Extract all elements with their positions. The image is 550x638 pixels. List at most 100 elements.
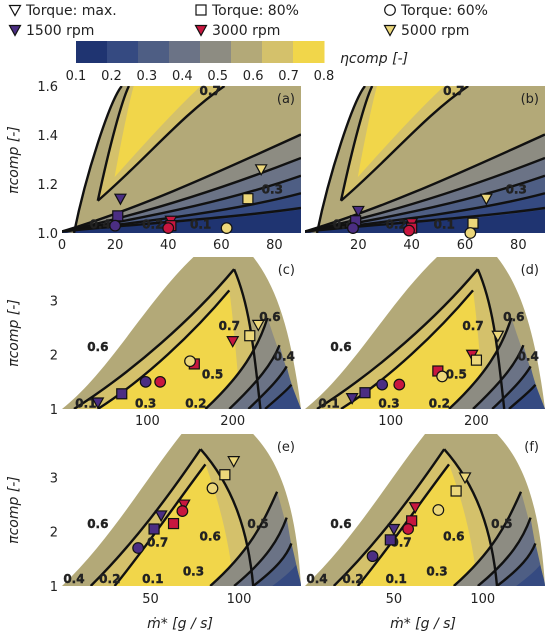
contour-band xyxy=(265,384,301,409)
contour-label: 0.7 xyxy=(462,319,483,333)
y-tick-label: 1.0 xyxy=(37,227,58,242)
colorbar-segment xyxy=(293,41,325,63)
contour-line xyxy=(228,344,281,409)
data-point xyxy=(464,227,477,239)
colorbar-tick-label: 0.6 xyxy=(243,69,264,84)
data-point xyxy=(154,375,167,388)
contour-label: 0.5 xyxy=(491,517,512,531)
colorbar-segment xyxy=(107,41,139,63)
contour-line xyxy=(252,542,293,586)
data-point xyxy=(148,523,160,535)
colorbar-tick-label: 0.1 xyxy=(66,69,87,84)
contour-label: 0.6 xyxy=(259,310,280,324)
data-point xyxy=(206,482,219,495)
panel-letter: (b) xyxy=(521,92,539,107)
panel-a: 0.7 0.3 0.4 0.2 0.1 (a) 1.0 1.2 1.4 1.6 0 20 40 60 80 xyxy=(37,80,301,253)
contour-line xyxy=(62,174,301,233)
contour-label: 0.3 xyxy=(378,396,399,410)
colorbar-label: ηcomp [-] xyxy=(340,51,408,67)
x-tick-label: 80 xyxy=(266,238,283,253)
contour-line xyxy=(97,86,226,202)
contour-band xyxy=(357,464,478,586)
contour-label: 0.3 xyxy=(506,182,527,196)
x-tick-label: 40 xyxy=(403,238,420,253)
colorbar-tick-label: 0.7 xyxy=(278,69,299,84)
data-point xyxy=(408,502,422,515)
contour-band xyxy=(62,191,301,232)
data-point xyxy=(116,388,128,400)
panel-b: 0.70.30.4 0.2 0.1(b)20 40 60 80 xyxy=(305,84,545,253)
x-axis-label-left: ṁ* [g / s] xyxy=(147,616,213,632)
contour-label: 0.1 xyxy=(190,218,211,232)
panel-d: 0.6 0.7 0.6 0.5 0.4 0.1 0.3 0.2 (d) 100 200 xyxy=(305,257,545,429)
contour-line xyxy=(340,289,474,409)
contour-label: 0.6 xyxy=(200,529,221,543)
x-tick-label: 100 xyxy=(378,414,403,429)
contour-line xyxy=(72,86,123,233)
contour-label: 0.7 xyxy=(443,84,464,98)
contour-label: 0.1 xyxy=(318,396,339,410)
contour-line xyxy=(332,448,446,586)
y-tick-label: 1.2 xyxy=(37,178,58,193)
contour-line xyxy=(73,268,236,409)
x-tick-label: 60 xyxy=(213,238,230,253)
y-tick-label: 3 xyxy=(50,471,58,486)
legend-label-torque: Torque: 80% xyxy=(211,3,299,19)
x-tick-label: 100 xyxy=(470,592,495,607)
data-point xyxy=(244,330,256,342)
colorbar-segment xyxy=(76,41,108,63)
data-point xyxy=(132,542,145,554)
data-point xyxy=(251,319,265,332)
legend: Torque: max. Torque: 80% Torque: 60% 1500 r… xyxy=(8,3,488,39)
data-point xyxy=(219,469,231,481)
contour-band xyxy=(114,86,201,178)
data-point xyxy=(403,224,415,237)
contour-label: 0.3 xyxy=(426,564,447,578)
contour-fill xyxy=(305,86,545,233)
contour-band xyxy=(272,564,301,586)
contour-band xyxy=(305,191,545,232)
x-tick-label: 200 xyxy=(220,414,245,429)
data-point xyxy=(376,378,389,391)
axis-labels: πcomp [-] πcomp [-] πcomp [-] ṁ* [g / s] ṁ* … xyxy=(6,126,456,632)
contour-line xyxy=(443,448,499,586)
contour-line xyxy=(264,383,293,409)
panel-letter: (d) xyxy=(521,263,539,278)
x-axis-label-right: ṁ* [g / s] xyxy=(390,616,456,632)
x-tick-label: 100 xyxy=(135,414,160,429)
colorbar-tick-label: 0.3 xyxy=(137,69,158,84)
x-tick-label: 20 xyxy=(107,238,124,253)
data-point xyxy=(112,210,124,222)
contour-line xyxy=(62,133,301,233)
data-point xyxy=(450,485,462,497)
data-point xyxy=(351,205,365,218)
colorbar-segment xyxy=(231,41,263,63)
y-tick-label: 1.4 xyxy=(37,129,58,144)
legend-marker-circle xyxy=(384,4,396,16)
contour-line xyxy=(340,86,469,202)
data-point xyxy=(393,378,406,391)
contour-label: 0.2 xyxy=(429,396,450,410)
panel-letter: (e) xyxy=(277,440,295,455)
contour-line xyxy=(62,156,301,233)
data-point xyxy=(384,534,396,546)
data-point xyxy=(345,393,359,405)
contour-label: 0.7 xyxy=(219,319,240,333)
contour-line xyxy=(472,344,525,409)
y-axis-label: πcomp [-] xyxy=(6,126,22,194)
x-tick-label: 50 xyxy=(142,592,159,607)
legend-marker-speed xyxy=(383,24,397,37)
x-tick-label: 50 xyxy=(386,592,403,607)
y-tick-label: 2 xyxy=(50,349,58,364)
contour-label: 0.2 xyxy=(386,218,407,232)
x-tick-label: 200 xyxy=(464,414,489,429)
contour-band xyxy=(357,86,445,178)
legend-label-torque: Torque: 60% xyxy=(400,3,488,19)
data-point xyxy=(227,456,241,468)
data-point xyxy=(91,397,105,410)
contour-line xyxy=(476,268,506,409)
contour-band xyxy=(97,290,242,409)
contour-line xyxy=(305,156,545,233)
contour-label: 0.6 xyxy=(87,517,108,531)
contour-label: 0.4 xyxy=(63,572,84,586)
